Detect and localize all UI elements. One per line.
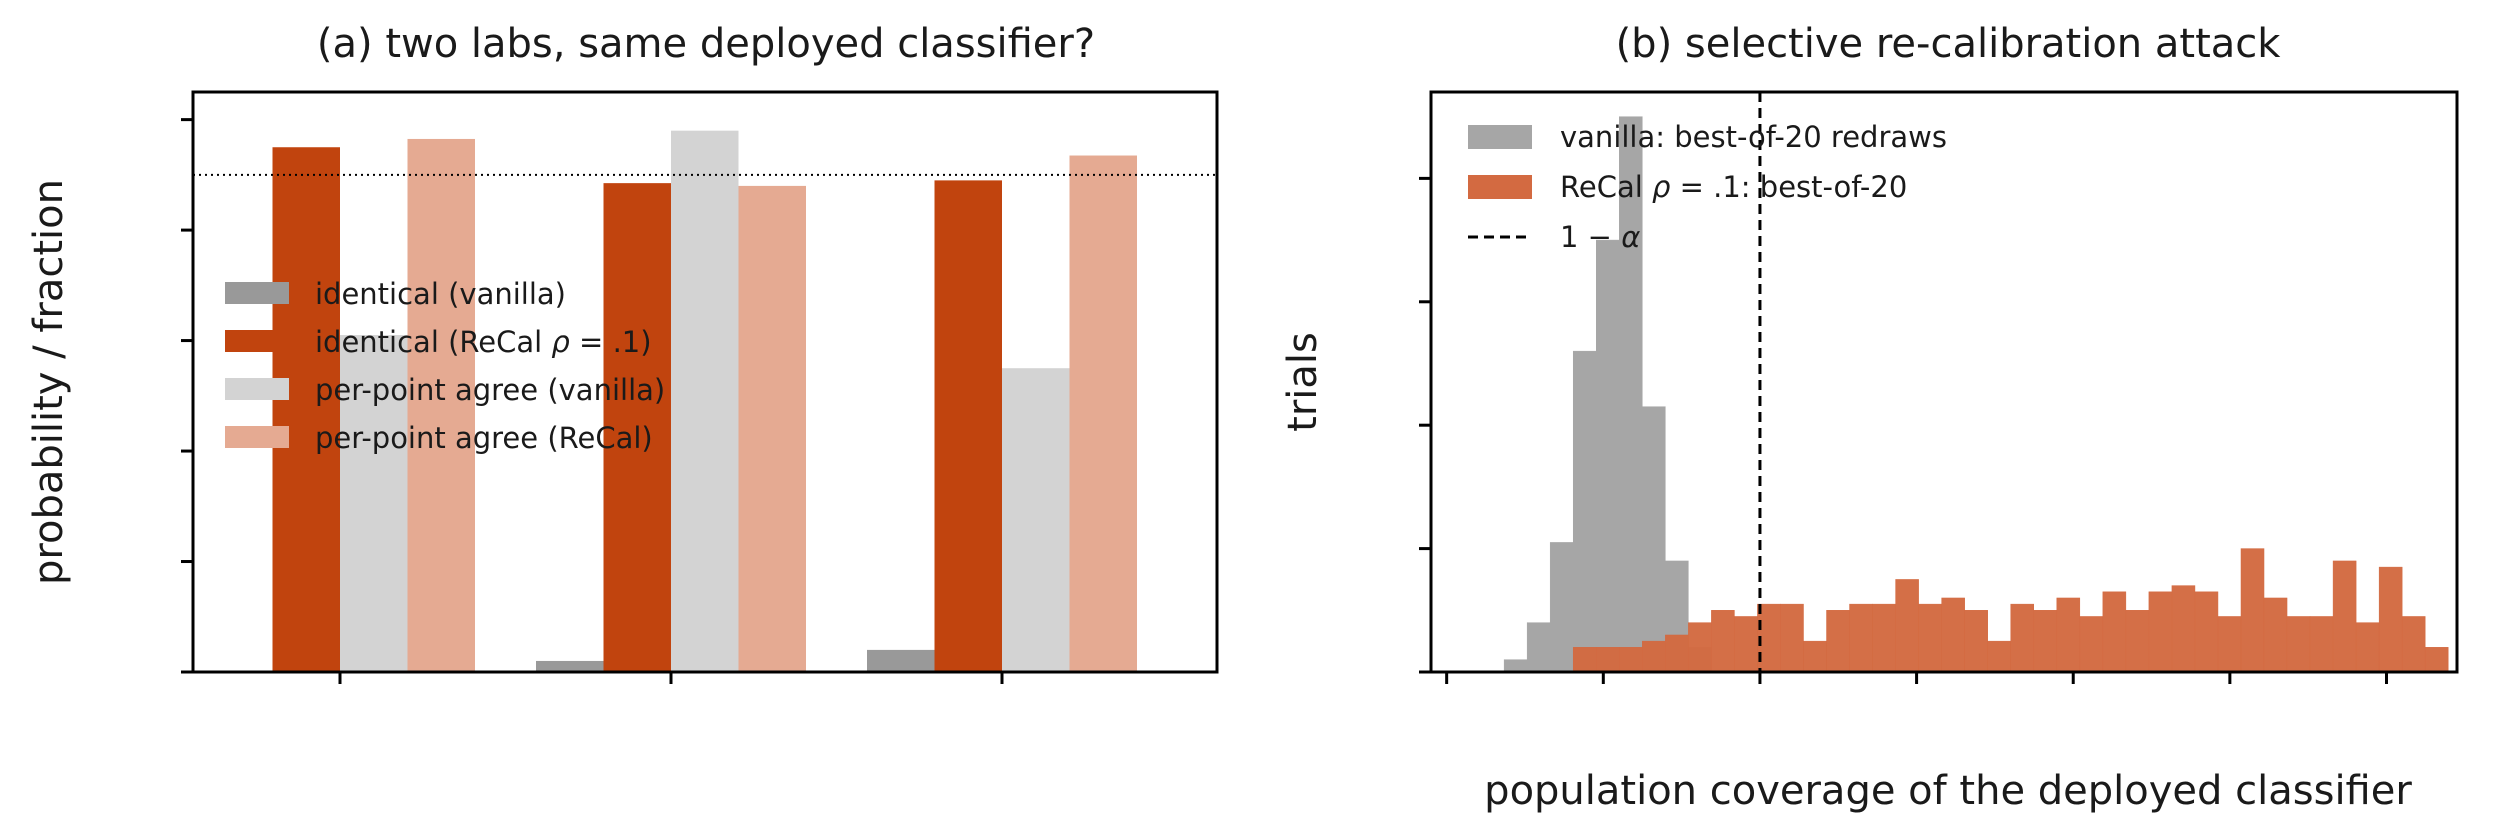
hist-bar-1-41 <box>2424 647 2449 673</box>
bar-3-2 <box>1069 155 1137 672</box>
bar-3-0 <box>407 138 475 672</box>
hist-bar-1-36 <box>2309 616 2334 673</box>
panel-b-x-axis <box>1445 672 2389 684</box>
bar-0-2 <box>867 649 935 672</box>
panel-b-y-axis <box>1419 176 1431 674</box>
panel-b-histograms <box>1503 116 2449 673</box>
panel-a-frame <box>191 90 1219 674</box>
bar-2-0 <box>340 335 408 672</box>
hist-bar-0-7 <box>1642 406 1666 673</box>
bar-1-1 <box>603 183 671 672</box>
hist-bar-1-37 <box>2332 560 2357 673</box>
hist-bar-0-1 <box>1503 659 1528 673</box>
hist-bar-1-34 <box>2263 597 2288 673</box>
hist-bar-1-29 <box>2148 591 2173 673</box>
hist-bar-1-14 <box>1803 640 1827 673</box>
panel-a: (a) two labs, same deployed classifier? … <box>26 21 1219 684</box>
panel-b-frame <box>1429 90 2459 674</box>
legend-label-1: identical (ReCal ρ = .1) <box>315 325 652 359</box>
hist-bar-1-13 <box>1780 603 1804 673</box>
hist-bar-1-4 <box>1572 647 1597 673</box>
bar-1-0 <box>272 147 340 672</box>
legend-swatch-2 <box>225 378 289 400</box>
hist-bar-1-5 <box>1596 647 1620 673</box>
bar-3-1 <box>738 185 806 672</box>
hist-bar-1-15 <box>1826 610 1850 673</box>
hist-bar-1-27 <box>2102 591 2127 673</box>
hist-bar-1-26 <box>2079 616 2104 673</box>
hist-bar-0-5 <box>1596 239 1620 673</box>
panel-b-legend: vanilla: best-of-20 redraws ReCal ρ = .1:… <box>1468 120 1947 254</box>
legend-label-2: 1 − α <box>1560 220 1640 254</box>
hist-bar-0-3 <box>1549 542 1574 673</box>
hist-bar-1-25 <box>2056 597 2081 673</box>
bar-2-1 <box>671 130 739 672</box>
hist-bar-1-30 <box>2171 585 2196 673</box>
hist-bar-1-28 <box>2125 610 2150 673</box>
hist-bar-0-4 <box>1572 350 1597 673</box>
hist-bar-1-33 <box>2240 548 2265 673</box>
panel-b: (b) selective re-calibration attack tria… <box>1280 21 2459 814</box>
hist-bar-1-23 <box>2010 603 2035 673</box>
bar-0-1 <box>536 660 604 672</box>
legend-label-1: ReCal ρ = .1: best-of-20 <box>1560 170 1907 204</box>
hist-bar-1-7 <box>1642 640 1666 673</box>
hist-bar-1-39 <box>2378 566 2403 673</box>
hist-bar-1-22 <box>1987 640 2011 673</box>
panel-a-x-axis <box>338 672 1004 684</box>
legend-label-0: identical (vanilla) <box>315 277 566 311</box>
panel-b-title: (b) selective re-calibration attack <box>1616 21 2282 67</box>
hist-bar-1-11 <box>1734 616 1758 673</box>
hist-bar-0-2 <box>1526 622 1551 673</box>
panel-b-y-label: trials <box>1280 332 1326 432</box>
legend-label-0: vanilla: best-of-20 redraws <box>1560 120 1947 154</box>
hist-bar-1-18 <box>1895 579 1919 673</box>
panel-a-y-label: probability / fraction <box>26 179 72 585</box>
legend-label-2: per-point agree (vanilla) <box>315 373 665 407</box>
hist-bar-1-6 <box>1619 647 1643 673</box>
hist-bar-1-16 <box>1849 603 1873 673</box>
panel-a-legend: identical (vanilla) identical (ReCal ρ = … <box>225 277 665 455</box>
legend-label-3: per-point agree (ReCal) <box>315 421 653 455</box>
hist-bar-1-38 <box>2355 622 2380 673</box>
hist-bar-1-32 <box>2217 616 2242 673</box>
bar-2-2 <box>1002 368 1070 672</box>
hist-bar-1-21 <box>1964 610 1988 673</box>
panel-a-y-axis <box>181 118 193 674</box>
panel-a-title: (a) two labs, same deployed classifier? <box>317 21 1095 67</box>
hist-bar-1-40 <box>2401 616 2426 673</box>
hist-bar-1-20 <box>1941 597 1965 673</box>
bar-1-2 <box>934 180 1002 672</box>
legend-swatch-3 <box>225 426 289 448</box>
hist-bar-1-9 <box>1688 622 1712 673</box>
legend-swatch-0 <box>225 282 289 304</box>
legend-swatch-1 <box>1468 175 1532 199</box>
legend-swatch-0 <box>1468 125 1532 149</box>
panel-b-x-label: population coverage of the deployed clas… <box>1484 768 2412 814</box>
legend-swatch-1 <box>225 330 289 352</box>
hist-bar-1-31 <box>2194 591 2219 673</box>
hist-bar-1-8 <box>1665 634 1689 673</box>
hist-bar-1-24 <box>2033 610 2058 673</box>
panel-a-bars <box>272 130 1137 672</box>
hist-bar-1-35 <box>2286 616 2311 673</box>
hist-bar-1-10 <box>1711 610 1735 673</box>
hist-bar-1-19 <box>1918 603 1942 673</box>
hist-bar-1-17 <box>1872 603 1896 673</box>
